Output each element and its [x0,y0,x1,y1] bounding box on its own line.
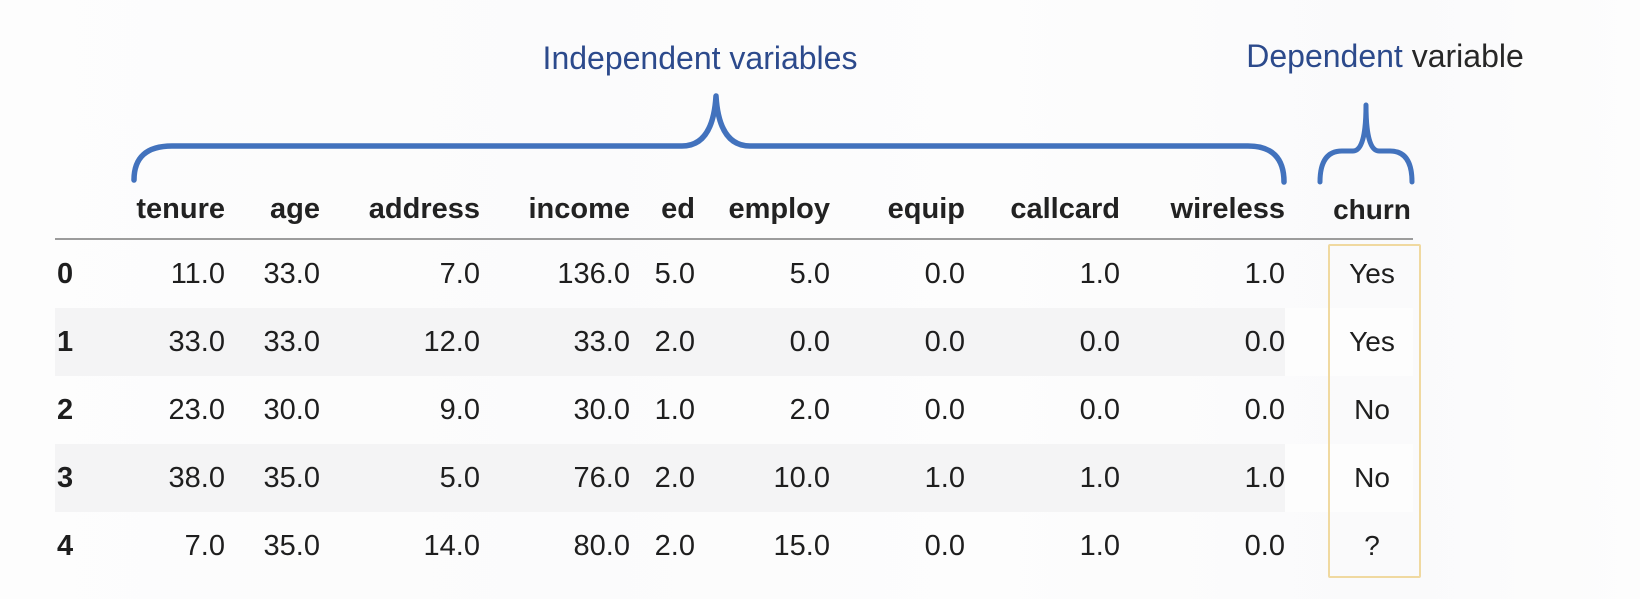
cell-ed: 2.0 [654,325,695,358]
table-row: 4 7.0 35.0 14.0 80.0 2.0 15.0 0.0 1.0 0.… [55,512,1413,580]
column-header-tenure: tenure [136,193,225,225]
variable-word: variable [1411,38,1524,74]
index-header [55,226,100,238]
cell-tenure: 38.0 [168,461,225,494]
cell-tenure: 7.0 [184,529,225,562]
cell-age: 30.0 [263,393,320,426]
cell-equip: 0.0 [924,325,965,358]
column-header-age: age [270,193,320,225]
cell-age: 35.0 [263,529,320,562]
cell-address: 7.0 [439,257,480,290]
cell-equip: 0.0 [924,393,965,426]
cell-churn: Yes [1285,308,1413,376]
cell-income: 136.0 [557,257,630,290]
row-index: 2 [57,393,74,426]
cell-income: 76.0 [573,461,630,494]
cell-ed: 2.0 [654,529,695,562]
cell-age: 33.0 [263,325,320,358]
cell-churn: ? [1364,530,1380,561]
cell-wireless: 0.0 [1244,325,1285,358]
cell-income: 33.0 [573,325,630,358]
column-header-wireless: wireless [1170,193,1285,225]
row-index: 4 [57,529,74,562]
cell-tenure: 33.0 [168,325,225,358]
row-index: 0 [57,257,74,290]
cell-age: 35.0 [263,461,320,494]
cell-employ: 5.0 [789,257,830,290]
table-row: 1 33.0 33.0 12.0 33.0 2.0 0.0 0.0 0.0 0.… [55,308,1413,376]
cell-wireless: 0.0 [1244,393,1285,426]
column-header-income: income [528,193,630,225]
column-header-callcard: callcard [1010,193,1120,225]
cell-address: 14.0 [423,529,480,562]
cell-address: 12.0 [423,325,480,358]
row-index: 3 [57,461,74,494]
row-index: 1 [57,325,74,358]
cell-income: 30.0 [573,393,630,426]
cell-equip: 1.0 [924,461,965,494]
cell-callcard: 0.0 [1079,325,1120,358]
table-row: 0 11.0 33.0 7.0 136.0 5.0 5.0 0.0 1.0 1.… [55,240,1413,308]
table-row: 2 23.0 30.0 9.0 30.0 1.0 2.0 0.0 0.0 0.0… [55,376,1413,444]
cell-address: 9.0 [439,393,480,426]
table-row: 3 38.0 35.0 5.0 76.0 2.0 10.0 1.0 1.0 1.… [55,444,1413,512]
cell-wireless: 0.0 [1244,529,1285,562]
independent-variables-label: Independent variables [542,40,858,76]
cell-employ: 10.0 [773,461,830,494]
dependent-word: Dependent [1246,38,1403,74]
cell-income: 80.0 [573,529,630,562]
cell-callcard: 1.0 [1079,257,1120,290]
cell-age: 33.0 [263,257,320,290]
column-header-address: address [368,193,480,225]
cell-callcard: 0.0 [1079,393,1120,426]
cell-ed: 5.0 [654,257,695,290]
cell-callcard: 1.0 [1079,461,1120,494]
cell-wireless: 1.0 [1244,461,1285,494]
cell-wireless: 1.0 [1244,257,1285,290]
cell-ed: 2.0 [654,461,695,494]
cell-employ: 15.0 [773,529,830,562]
cell-churn: No [1285,444,1413,512]
cell-tenure: 11.0 [170,257,225,290]
cell-tenure: 23.0 [168,393,225,426]
cell-churn: No [1354,394,1390,425]
cell-equip: 0.0 [924,529,965,562]
column-header-ed: ed [661,193,695,225]
column-header-equip: equip [887,193,965,225]
cell-equip: 0.0 [924,257,965,290]
dependent-variable-label: Dependent variable [1210,38,1560,75]
cell-employ: 0.0 [789,325,830,358]
cell-ed: 1.0 [654,393,695,426]
table-header-row: tenure age address income ed employ equi… [55,170,1413,240]
cell-employ: 2.0 [789,393,830,426]
column-header-churn: churn [1333,194,1411,225]
column-header-employ: employ [728,193,830,225]
cell-address: 5.0 [439,461,480,494]
cell-callcard: 1.0 [1079,529,1120,562]
cell-churn: Yes [1349,258,1395,289]
dataframe-table: tenure age address income ed employ equi… [55,170,1413,580]
